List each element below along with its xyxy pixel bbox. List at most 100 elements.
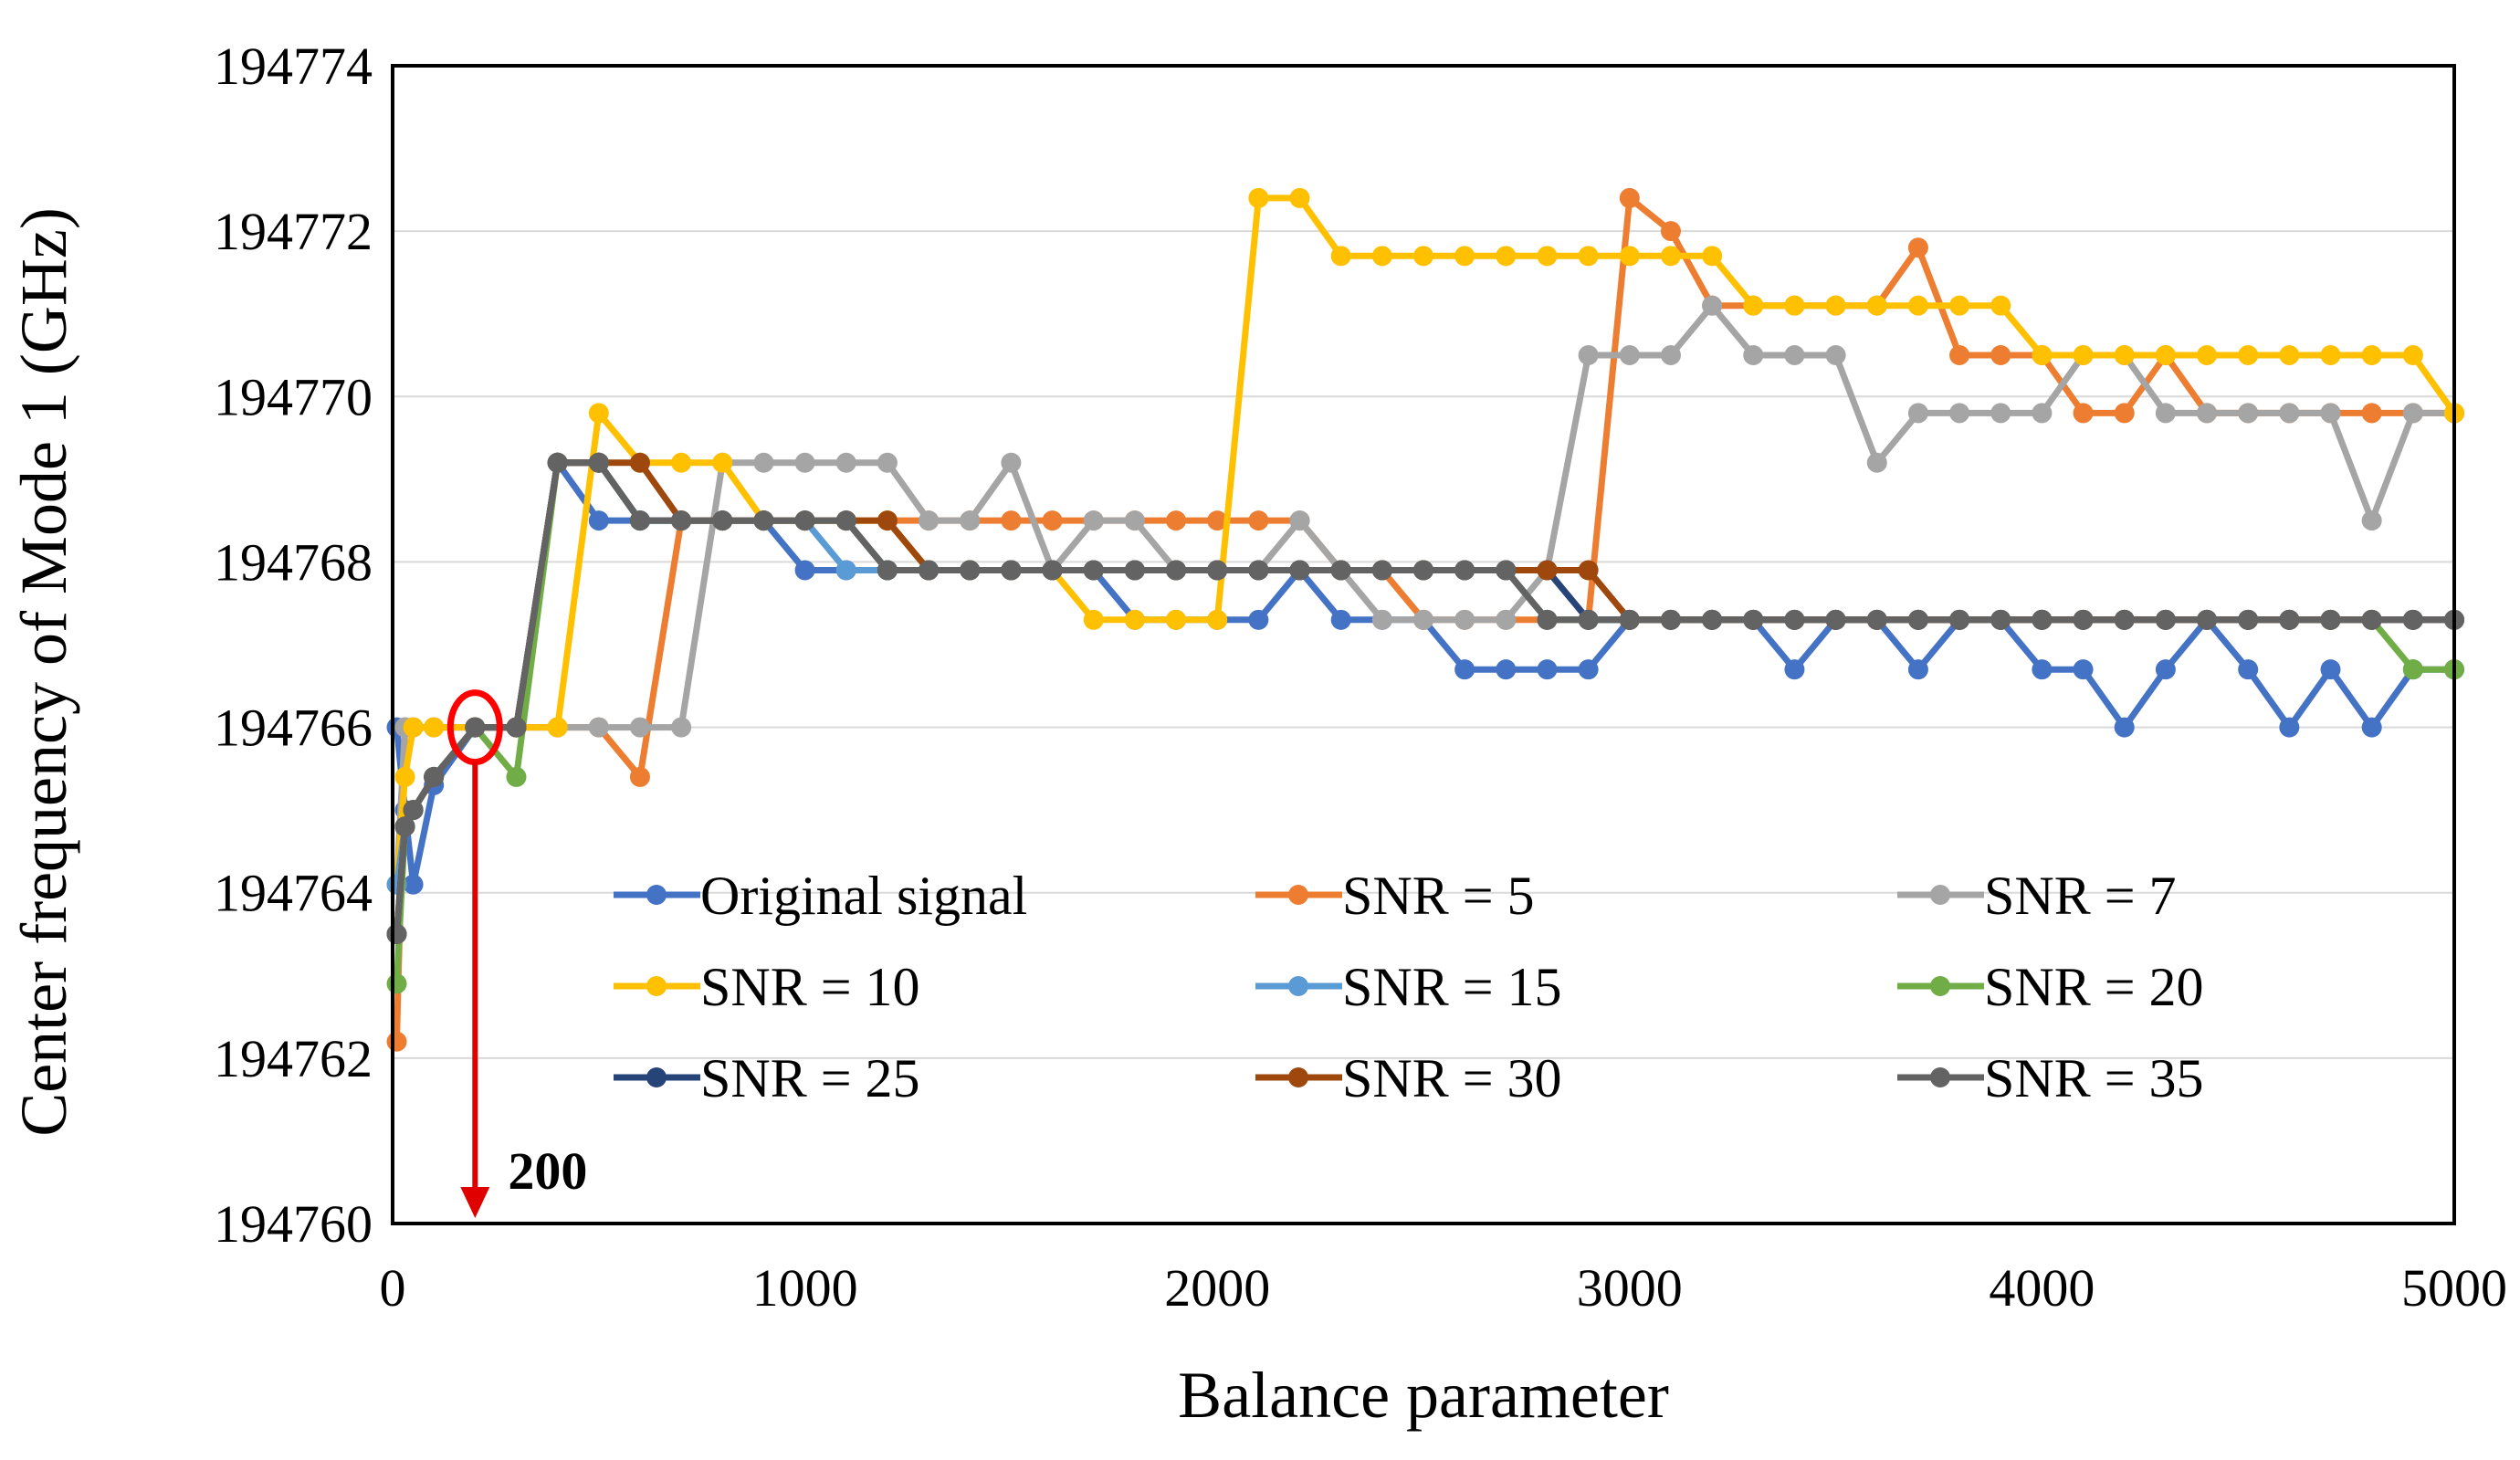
data-point-snr-10 (2155, 345, 2176, 365)
data-point-snr-15 (835, 560, 856, 581)
data-point-snr-5 (1619, 187, 1640, 208)
data-point-snr-7 (1124, 510, 1145, 531)
data-point-snr-10 (1496, 246, 1517, 267)
data-point-snr-5 (1949, 345, 1970, 365)
data-point-snr-10 (1990, 295, 2011, 316)
plot-area-frame (391, 64, 2456, 1225)
data-point-snr-35 (960, 560, 981, 581)
y-tick-label: 194766 (214, 698, 373, 758)
data-point-snr-35 (1825, 609, 1846, 630)
legend-label: Original signal (700, 866, 1027, 926)
data-point-snr-10 (1537, 246, 1558, 267)
data-point-snr-10 (2320, 345, 2341, 365)
x-tick-label: 3000 (1577, 1258, 1683, 1318)
data-point-snr-10 (2361, 345, 2382, 365)
data-point-snr-35 (712, 510, 733, 531)
data-point-snr-35 (2073, 609, 2094, 630)
data-point-snr-10 (2402, 345, 2423, 365)
legend-item-snr-15: SNR = 15 (1255, 957, 1562, 1017)
x-axis-title: Balance parameter (1178, 1359, 1669, 1432)
data-point-original-signal (2032, 659, 2053, 680)
data-point-snr-35 (794, 510, 815, 531)
data-point-original-signal (1578, 659, 1599, 680)
data-point-snr-7 (1454, 609, 1475, 630)
data-point-snr-30 (877, 510, 898, 531)
data-point-snr-7 (1619, 345, 1640, 365)
data-point-snr-10 (1166, 609, 1187, 630)
data-point-snr-35 (1166, 560, 1187, 581)
data-point-snr-7 (671, 717, 692, 738)
data-point-snr-35 (2402, 609, 2423, 630)
data-point-snr-10 (424, 717, 445, 738)
legend-label: SNR = 30 (1342, 1048, 1562, 1108)
data-point-original-signal (1454, 659, 1475, 680)
data-point-snr-7 (919, 510, 940, 531)
data-point-snr-35 (1907, 609, 1928, 630)
data-point-snr-7 (1907, 403, 1928, 424)
y-axis-tick-labels: 194760 194762 194764 194766 194768 194770 1947… (214, 37, 373, 1254)
data-point-snr-7 (1825, 345, 1846, 365)
data-point-snr-5 (2361, 403, 2382, 424)
data-point-snr-35 (1537, 609, 1558, 630)
data-point-snr-10 (1371, 246, 1392, 267)
data-point-snr-35 (1702, 609, 1723, 630)
data-point-snr-10 (1619, 246, 1640, 267)
data-point-snr-5 (1166, 510, 1187, 531)
data-point-snr-35 (2114, 609, 2135, 630)
data-point-snr-10 (403, 717, 424, 738)
data-point-snr-35 (1042, 560, 1063, 581)
data-point-snr-35 (1207, 560, 1228, 581)
data-point-snr-35 (2032, 609, 2053, 630)
data-point-snr-7 (1371, 609, 1392, 630)
data-point-snr-7 (629, 717, 650, 738)
data-point-original-signal (2073, 659, 2094, 680)
data-point-snr-10 (1866, 295, 1887, 316)
x-axis-tick-labels: 0 1000 2000 3000 4000 5000 (380, 1258, 2508, 1318)
x-tick-label: 2000 (1164, 1258, 1270, 1318)
y-tick-label: 194762 (214, 1029, 373, 1088)
data-point-snr-7 (588, 717, 609, 738)
legend-item-snr-10: SNR = 10 (614, 957, 920, 1017)
data-point-snr-7 (1866, 452, 1887, 473)
data-point-snr-35 (1784, 609, 1805, 630)
data-point-snr-5 (1042, 510, 1063, 531)
data-point-snr-35 (547, 452, 568, 473)
data-point-snr-7 (2279, 403, 2300, 424)
data-point-snr-10 (547, 717, 568, 738)
data-point-original-signal (2155, 659, 2176, 680)
data-point-snr-10 (1454, 246, 1475, 267)
data-point-snr-35 (1660, 609, 1681, 630)
data-point-original-signal (588, 510, 609, 531)
data-point-snr-7 (2402, 403, 2423, 424)
data-point-snr-35 (386, 924, 407, 944)
data-point-snr-35 (394, 816, 415, 837)
data-point-original-signal (2279, 717, 2300, 738)
annotation-arrow-head (460, 1187, 490, 1218)
data-point-snr-35 (506, 717, 527, 738)
data-point-snr-35 (2279, 609, 2300, 630)
data-point-snr-35 (424, 766, 445, 787)
data-point-original-signal (1784, 659, 1805, 680)
data-point-snr-7 (1413, 609, 1433, 630)
data-point-snr-10 (1743, 295, 1764, 316)
data-point-snr-35 (1001, 560, 1022, 581)
data-point-snr-10 (1907, 295, 1928, 316)
data-point-snr-20 (2402, 659, 2423, 680)
x-tick-label: 4000 (1989, 1258, 2095, 1318)
data-point-snr-35 (671, 510, 692, 531)
data-point-snr-35 (1124, 560, 1145, 581)
data-point-snr-5 (629, 766, 650, 787)
data-point-snr-10 (1413, 246, 1433, 267)
data-point-snr-7 (2320, 403, 2341, 424)
data-point-snr-10 (394, 766, 415, 787)
data-point-snr-10 (2238, 345, 2259, 365)
legend-item-snr-7: SNR = 7 (1897, 866, 2177, 926)
data-point-snr-10 (1248, 187, 1269, 208)
data-point-original-signal (794, 560, 815, 581)
legend-marker (1288, 1067, 1308, 1087)
data-point-snr-35 (2197, 609, 2218, 630)
data-point-snr-10 (1289, 187, 1310, 208)
data-point-snr-7 (2197, 403, 2218, 424)
